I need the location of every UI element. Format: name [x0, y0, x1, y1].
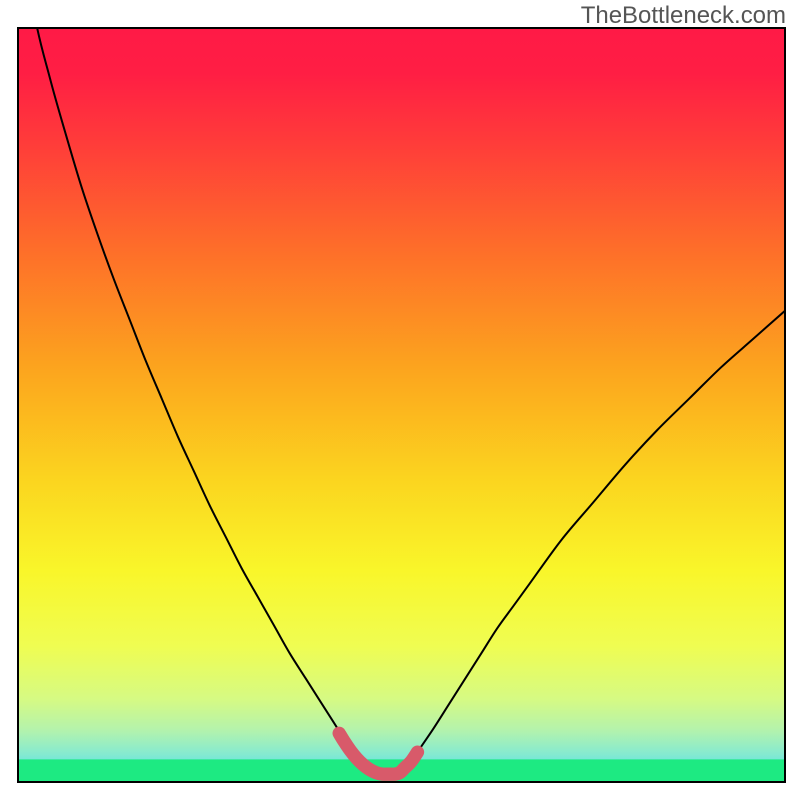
bottleneck-chart	[0, 0, 800, 800]
plot-area	[18, 0, 785, 782]
plot-background	[18, 28, 785, 782]
watermark: TheBottleneck.com	[581, 2, 786, 30]
